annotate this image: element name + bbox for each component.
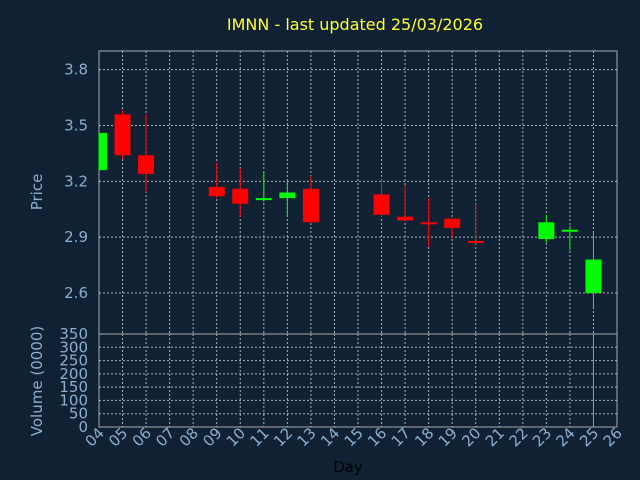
volume-tick-label: 100 [59,391,88,409]
x-tick-label: 25 [576,424,602,450]
x-tick-label: 15 [341,424,367,450]
candle-body [279,192,296,199]
volume-tick-label: 150 [59,378,88,396]
x-axis-title: Day [333,458,363,476]
volume-tick-label: 0 [78,418,88,436]
x-tick-label: 26 [600,424,626,450]
chart-title: IMNN - last updated 25/03/2026 [227,15,483,34]
candle-body [397,216,414,221]
x-tick-label: 20 [458,424,484,450]
x-tick-label: 23 [529,424,555,450]
x-tick-label: 22 [505,424,531,450]
x-tick-label: 19 [435,424,461,450]
x-tick-label: 14 [317,424,343,450]
volume-tick-label: 300 [59,338,88,356]
x-tick-label: 09 [199,424,225,450]
candle-body [444,218,461,228]
price-tick-label: 3.2 [64,172,88,190]
x-tick-label: 06 [129,424,155,450]
candle-body [232,188,249,204]
candle-body [585,259,602,294]
volume-tick-label: 250 [59,352,88,370]
x-tick-label: 08 [176,424,202,450]
volume-tick-label: 200 [59,365,88,383]
price-axis-title: Price [28,174,46,211]
candle-body [467,240,484,243]
candle-body [420,222,437,225]
price-tick-label: 2.9 [64,228,88,246]
x-tick-label: 18 [411,424,437,450]
candle-body [302,188,319,223]
candle-body [561,229,578,232]
candle-body [538,222,555,240]
candle-body [138,155,155,174]
x-tick-label: 21 [482,424,508,450]
x-tick-label: 11 [246,424,272,450]
candle-body [114,114,131,156]
x-tick-label: 16 [364,424,390,450]
x-tick-label: 24 [553,424,579,450]
candle-body [99,132,107,171]
candle-body [373,194,390,215]
price-tick-label: 3.8 [64,61,88,79]
x-tick-label: 17 [388,424,414,450]
price-tick-label: 2.6 [64,284,88,302]
volume-tick-label: 50 [69,405,88,423]
volume-tick-label: 350 [59,325,88,343]
price-tick-label: 3.5 [64,116,88,134]
x-tick-label: 12 [270,424,296,450]
x-tick-label: 10 [223,424,249,450]
x-tick-label: 05 [105,424,131,450]
candle-body [208,186,225,197]
x-tick-label: 13 [294,424,320,450]
volume-axis-title: Volume (0000) [28,326,46,436]
candle-body [255,198,272,201]
x-tick-label: 07 [152,424,178,450]
